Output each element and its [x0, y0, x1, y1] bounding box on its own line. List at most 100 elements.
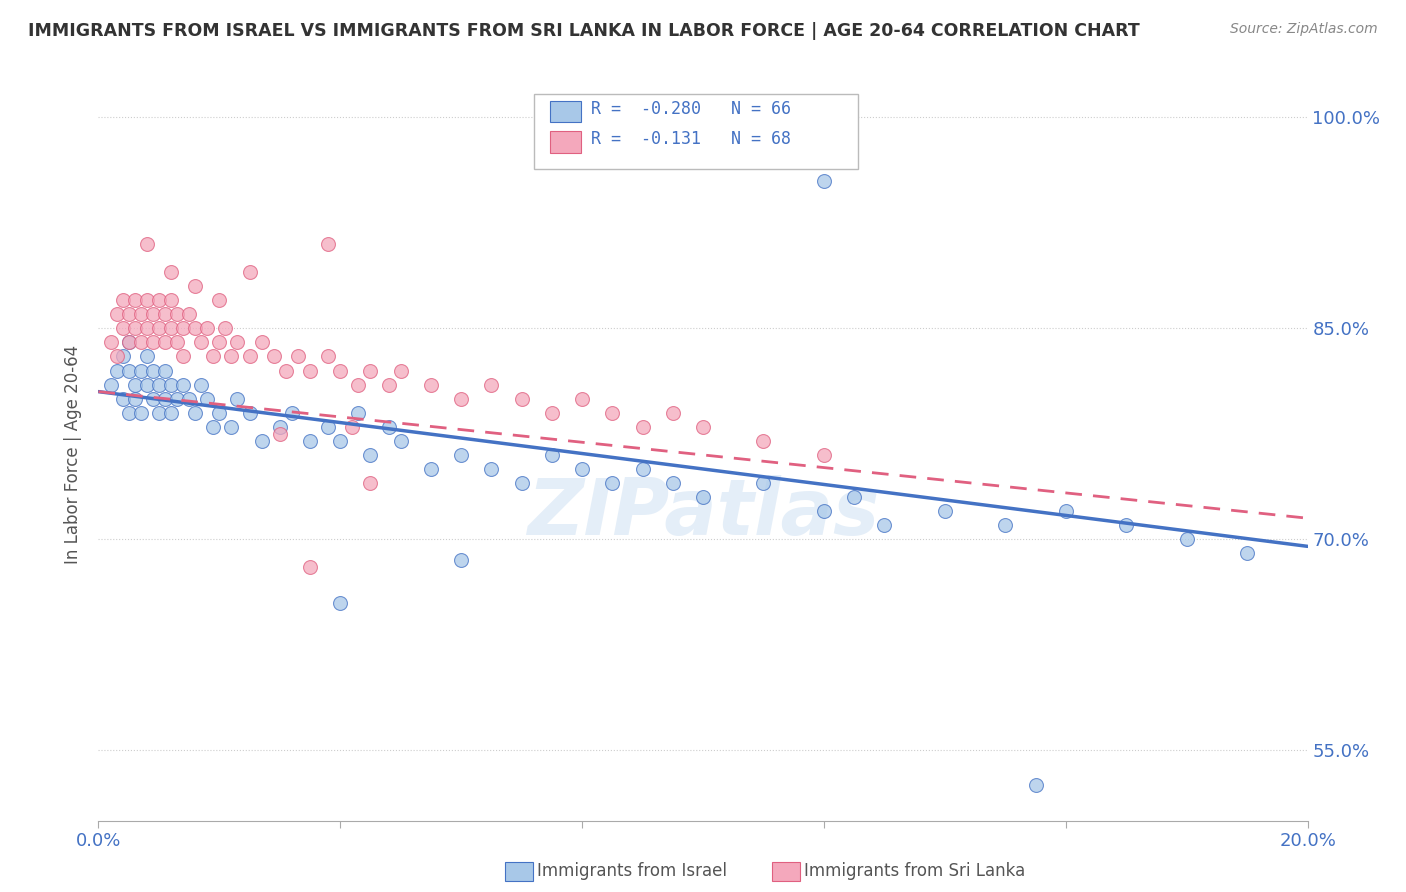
Point — [269, 419, 291, 434]
Point — [813, 174, 835, 188]
Point — [166, 307, 188, 321]
Point — [602, 476, 624, 491]
Point — [299, 363, 322, 377]
Point — [813, 448, 835, 462]
Point — [329, 363, 352, 377]
Point — [281, 406, 304, 420]
Point — [250, 434, 273, 448]
Point — [1024, 779, 1046, 793]
Point — [166, 392, 188, 406]
Point — [184, 321, 207, 335]
Point — [1236, 546, 1258, 560]
Point — [124, 293, 146, 308]
Point — [179, 307, 201, 321]
Point — [420, 377, 443, 392]
Point — [190, 335, 212, 350]
Point — [934, 504, 956, 518]
Point — [813, 504, 835, 518]
Point — [377, 419, 399, 434]
Point — [118, 335, 141, 350]
Point — [142, 363, 165, 377]
Point — [450, 392, 472, 406]
Point — [135, 293, 157, 308]
Point — [153, 335, 176, 350]
Point — [190, 377, 212, 392]
Point — [160, 265, 183, 279]
Point — [347, 406, 370, 420]
Point — [142, 335, 165, 350]
Point — [873, 518, 896, 533]
Point — [111, 293, 134, 308]
Point — [160, 321, 183, 335]
Point — [208, 406, 231, 420]
Point — [184, 406, 207, 420]
Point — [420, 462, 443, 476]
Point — [105, 307, 128, 321]
Text: Source: ZipAtlas.com: Source: ZipAtlas.com — [1230, 22, 1378, 37]
Text: Immigrants from Israel: Immigrants from Israel — [537, 862, 727, 880]
Point — [631, 462, 654, 476]
Point — [221, 419, 243, 434]
Point — [239, 406, 262, 420]
Point — [135, 350, 157, 364]
Point — [148, 406, 170, 420]
Point — [299, 434, 322, 448]
Point — [269, 426, 291, 441]
Point — [142, 307, 165, 321]
Point — [360, 448, 382, 462]
Text: Immigrants from Sri Lanka: Immigrants from Sri Lanka — [804, 862, 1025, 880]
Point — [148, 321, 170, 335]
Point — [1115, 518, 1137, 533]
Point — [135, 236, 157, 251]
Point — [571, 392, 593, 406]
Point — [360, 476, 382, 491]
Point — [153, 392, 176, 406]
Point — [105, 363, 128, 377]
Text: ZIPatlas: ZIPatlas — [527, 475, 879, 551]
Point — [239, 265, 262, 279]
Point — [481, 462, 503, 476]
Point — [124, 392, 146, 406]
Point — [752, 434, 775, 448]
Point — [274, 363, 297, 377]
Point — [172, 350, 194, 364]
Point — [124, 321, 146, 335]
Point — [752, 476, 775, 491]
Point — [540, 406, 562, 420]
Point — [179, 392, 201, 406]
Point — [100, 335, 122, 350]
Point — [195, 321, 218, 335]
Point — [129, 307, 152, 321]
Point — [1175, 533, 1198, 547]
Y-axis label: In Labor Force | Age 20-64: In Labor Force | Age 20-64 — [65, 345, 83, 565]
Point — [263, 350, 285, 364]
Point — [111, 321, 134, 335]
Point — [994, 518, 1017, 533]
Point — [226, 392, 249, 406]
Point — [172, 321, 194, 335]
Point — [661, 476, 683, 491]
Point — [129, 406, 152, 420]
Point — [160, 406, 183, 420]
Point — [142, 392, 165, 406]
Text: R =  -0.280   N = 66: R = -0.280 N = 66 — [591, 100, 790, 118]
Point — [100, 377, 122, 392]
Point — [389, 434, 412, 448]
Point — [148, 377, 170, 392]
Point — [111, 392, 134, 406]
Point — [389, 363, 412, 377]
Point — [631, 419, 654, 434]
Point — [118, 307, 141, 321]
Point — [510, 392, 533, 406]
Point — [844, 490, 866, 504]
Point — [510, 476, 533, 491]
Point — [316, 419, 339, 434]
Point — [148, 293, 170, 308]
Point — [540, 448, 562, 462]
Point — [105, 350, 128, 364]
Point — [239, 350, 262, 364]
Text: IMMIGRANTS FROM ISRAEL VS IMMIGRANTS FROM SRI LANKA IN LABOR FORCE | AGE 20-64 C: IMMIGRANTS FROM ISRAEL VS IMMIGRANTS FRO… — [28, 22, 1140, 40]
Point — [377, 377, 399, 392]
Point — [221, 350, 243, 364]
Point — [166, 335, 188, 350]
